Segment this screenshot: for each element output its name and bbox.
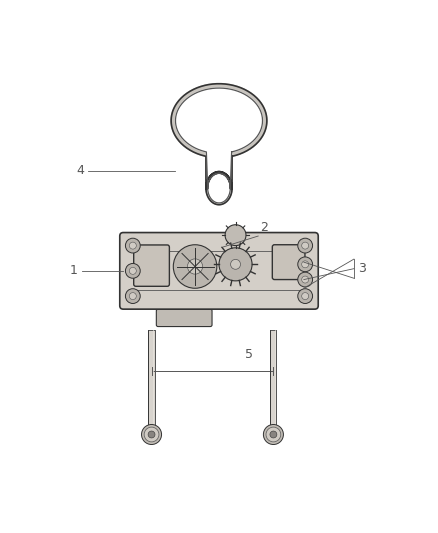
- Circle shape: [270, 431, 277, 438]
- Circle shape: [125, 238, 140, 253]
- Polygon shape: [176, 88, 262, 203]
- Circle shape: [298, 257, 313, 272]
- Circle shape: [298, 238, 313, 253]
- Circle shape: [302, 261, 309, 268]
- Circle shape: [125, 289, 140, 303]
- Circle shape: [144, 427, 159, 442]
- Circle shape: [298, 289, 313, 303]
- Text: 4: 4: [76, 164, 84, 177]
- Circle shape: [230, 260, 240, 269]
- Circle shape: [225, 225, 246, 246]
- Circle shape: [266, 427, 281, 442]
- Text: 3: 3: [358, 262, 366, 275]
- Circle shape: [187, 259, 203, 274]
- Circle shape: [129, 293, 136, 300]
- Circle shape: [298, 272, 313, 287]
- Text: 1: 1: [70, 264, 78, 277]
- FancyBboxPatch shape: [156, 309, 212, 327]
- Circle shape: [129, 242, 136, 249]
- Circle shape: [173, 245, 217, 288]
- Circle shape: [219, 248, 252, 281]
- Bar: [148, 329, 155, 429]
- FancyBboxPatch shape: [272, 245, 305, 279]
- Circle shape: [148, 431, 155, 438]
- Circle shape: [263, 424, 283, 445]
- Circle shape: [125, 263, 140, 278]
- Circle shape: [302, 242, 309, 249]
- Text: 2: 2: [260, 221, 268, 235]
- Circle shape: [129, 268, 136, 274]
- Text: 5: 5: [245, 349, 253, 361]
- Circle shape: [302, 293, 309, 300]
- FancyBboxPatch shape: [120, 232, 318, 309]
- Polygon shape: [171, 84, 267, 205]
- FancyBboxPatch shape: [134, 245, 170, 286]
- Circle shape: [141, 424, 162, 445]
- Circle shape: [302, 276, 309, 283]
- Bar: [270, 329, 276, 429]
